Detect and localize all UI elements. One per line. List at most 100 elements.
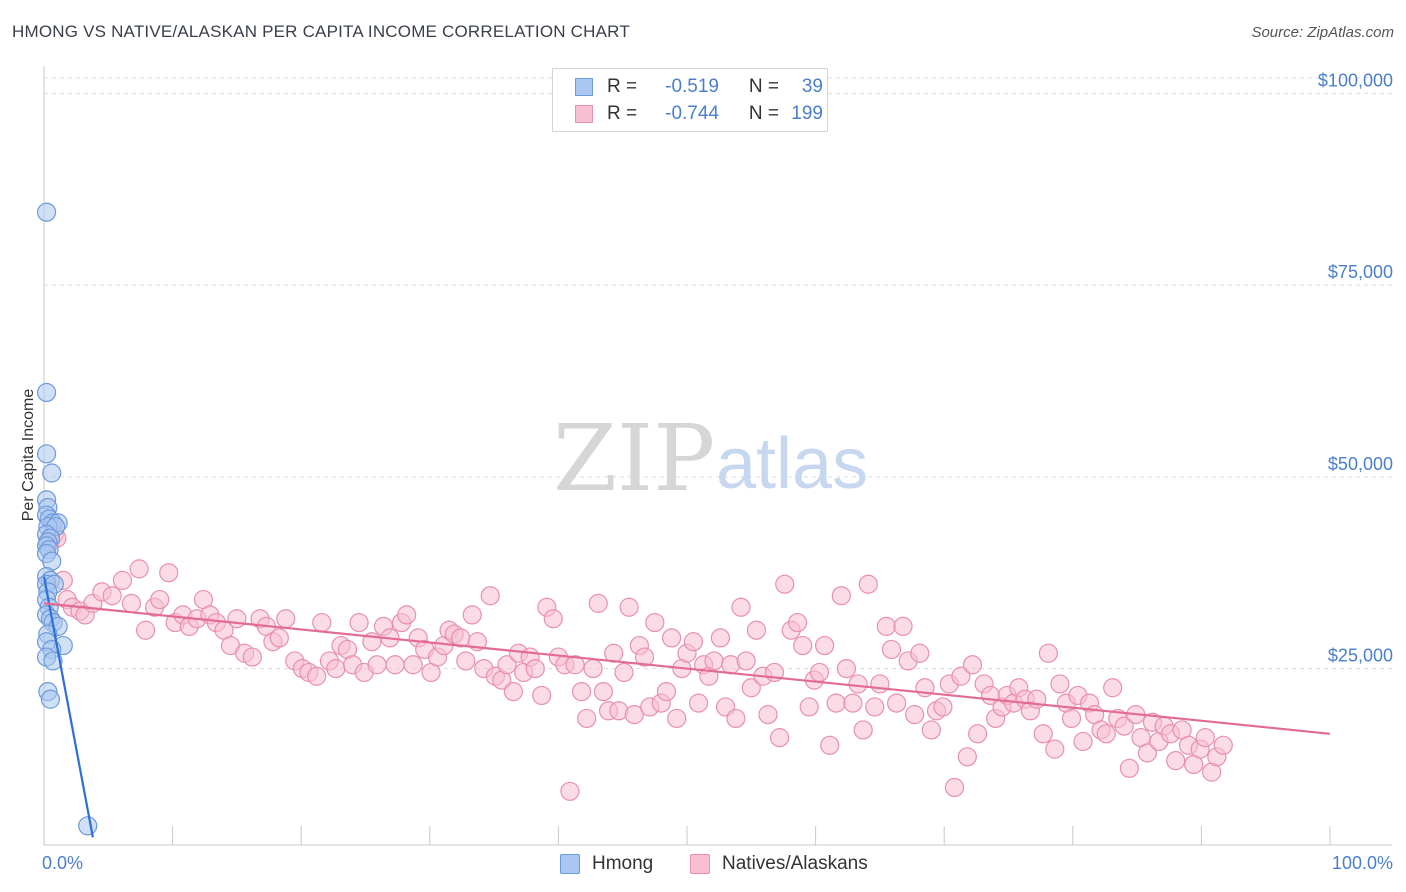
native-point <box>1033 724 1053 744</box>
native-point <box>656 681 677 702</box>
native-point <box>933 697 953 717</box>
native-point <box>815 635 835 656</box>
r-label: R = <box>607 103 638 124</box>
hmong-point <box>36 202 57 222</box>
watermark-zip: ZIP <box>553 405 715 512</box>
native-point <box>497 655 517 675</box>
native-point <box>726 708 746 729</box>
native-point <box>269 628 289 648</box>
native-point <box>1038 643 1058 663</box>
natives-legend-swatch <box>690 854 710 874</box>
native-point <box>848 674 868 694</box>
native-point <box>1073 731 1093 752</box>
native-point <box>403 655 423 675</box>
native-point <box>397 605 417 625</box>
native-point <box>843 693 863 713</box>
native-point <box>775 574 795 594</box>
native-point <box>826 693 846 713</box>
native-point <box>385 655 405 675</box>
hmong-legend-label: Hmong <box>592 853 654 874</box>
hmong-point <box>42 463 62 483</box>
native-point <box>836 658 857 679</box>
bottom-legend-hmong[interactable]: Hmong <box>560 852 653 876</box>
y-tick-label: $25,000 <box>1328 646 1393 666</box>
native-point <box>624 705 644 725</box>
native-point <box>1103 678 1123 698</box>
hmong-trend-line <box>42 576 94 838</box>
native-point <box>150 589 170 610</box>
native-point <box>921 720 941 740</box>
native-point <box>129 559 149 579</box>
native-point <box>865 697 885 717</box>
native-point <box>746 620 767 640</box>
native-point <box>583 658 603 679</box>
native-point <box>661 628 682 648</box>
native-trend-line <box>43 602 1331 735</box>
n-value: 199 <box>791 103 823 124</box>
native-point <box>480 586 500 606</box>
native-point <box>326 658 346 679</box>
native-point <box>102 586 122 606</box>
native-point <box>367 655 387 675</box>
native-point <box>619 597 639 617</box>
native-point <box>736 651 756 671</box>
native-point <box>667 708 687 729</box>
native-point <box>1195 728 1215 748</box>
native-point <box>876 616 896 637</box>
native-point <box>741 678 761 698</box>
native-point <box>820 735 840 755</box>
legend-row-natives: R = -0.744 N = 199 <box>575 102 823 126</box>
gridlines <box>44 77 1392 670</box>
native-point <box>1119 758 1139 778</box>
native-point <box>577 708 597 729</box>
data-points <box>36 202 1233 836</box>
native-point <box>893 616 913 637</box>
native-point <box>614 662 634 683</box>
native-point <box>135 620 156 640</box>
native-point <box>276 609 296 629</box>
native-point <box>688 693 709 713</box>
x-tick-label: 100.0% <box>1332 853 1393 873</box>
native-point <box>793 635 813 656</box>
native-point <box>962 655 983 675</box>
native-point <box>462 605 482 625</box>
hmong-point <box>36 444 57 464</box>
native-point <box>1166 751 1186 771</box>
hmong-legend-swatch <box>560 854 580 874</box>
native-point <box>571 681 592 702</box>
correlation-legend: R = -0.519 N = 39 R = -0.744 N = 199 <box>552 68 828 132</box>
native-point <box>532 685 552 706</box>
r-value: -0.519 <box>665 76 719 97</box>
tick-labels: $25,000 $50,000 $75,000 $100,000 0.0% 100.0% <box>42 70 1393 873</box>
y-tick-label: $75,000 <box>1328 262 1393 282</box>
n-label: N = <box>748 76 779 97</box>
legend-row-hmong: R = -0.519 N = 39 <box>575 75 823 99</box>
native-point <box>910 643 930 663</box>
native-point <box>312 612 332 633</box>
native-point <box>645 612 665 633</box>
native-point <box>809 662 830 683</box>
native-point <box>858 574 878 594</box>
r-label: R = <box>607 76 638 97</box>
watermark-atlas: atlas <box>716 424 868 504</box>
native-point <box>1213 735 1233 755</box>
y-axis-label: Per Capita Income <box>20 389 37 522</box>
natives-legend-label: Natives/Alaskans <box>722 853 868 874</box>
native-point <box>634 647 655 667</box>
chart-title: HMONG VS NATIVE/ALASKAN PER CAPITA INCOM… <box>12 22 630 41</box>
native-point <box>870 674 890 694</box>
bottom-legend-natives[interactable]: Natives/Alaskans <box>690 852 868 876</box>
native-point <box>968 724 988 744</box>
native-point <box>525 658 545 679</box>
native-point <box>560 781 580 801</box>
y-tick-label: $100,000 <box>1318 70 1393 90</box>
trend-lines <box>42 576 1331 838</box>
native-point <box>1114 716 1134 736</box>
native-point <box>349 612 369 633</box>
native-point <box>307 666 327 686</box>
native-point <box>704 651 724 671</box>
x-tick-label: 0.0% <box>42 853 83 873</box>
hmong-swatch <box>575 78 593 96</box>
native-point <box>731 597 751 617</box>
hmong-point <box>78 816 98 836</box>
